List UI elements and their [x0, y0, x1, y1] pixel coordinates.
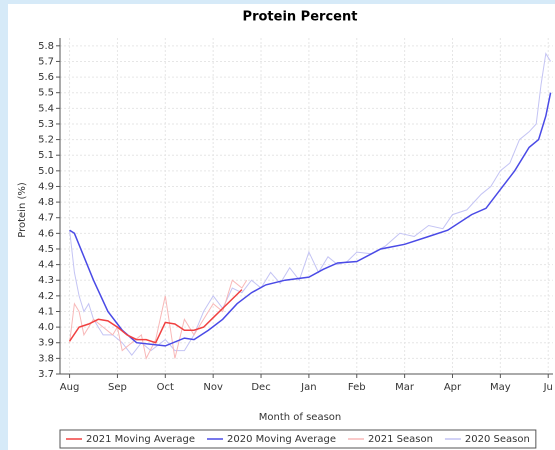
x-tick-label: Dec — [251, 382, 270, 393]
y-axis-label: Protein (%) — [17, 182, 28, 238]
y-tick-label: 4.4 — [38, 260, 54, 271]
y-tick-label: 5.6 — [38, 72, 54, 83]
x-tick-label: Jan — [300, 382, 316, 393]
y-tick-label: 4.2 — [38, 291, 54, 302]
y-tick-label: 4.1 — [38, 306, 54, 317]
x-axis-label: Month of season — [259, 412, 342, 423]
y-tick-label: 5.4 — [38, 103, 54, 114]
y-tick-label: 3.9 — [38, 338, 54, 349]
x-tick-label: Mar — [395, 382, 415, 393]
x-tick-label: Nov — [203, 382, 223, 393]
y-tick-label: 5.2 — [38, 135, 54, 146]
y-tick-label: 4.5 — [38, 244, 54, 255]
x-tick-label: Aug — [60, 382, 80, 393]
x-tick-label: Oct — [157, 382, 174, 393]
y-tick-label: 5.0 — [38, 166, 54, 177]
x-tick-label: Sep — [108, 382, 127, 393]
y-tick-label: 4.7 — [38, 213, 54, 224]
y-tick-label: 5.8 — [38, 41, 54, 52]
legend-box — [59, 429, 537, 449]
legend-label: 2020 Moving Average — [227, 434, 336, 445]
y-tick-label: 4.8 — [38, 197, 54, 208]
x-tick-label: May — [490, 382, 511, 393]
chart-title: Protein Percent — [243, 10, 358, 25]
y-tick-label: 4.0 — [38, 322, 54, 333]
y-tick-label: 4.6 — [38, 228, 54, 239]
y-tick-label: 5.5 — [38, 88, 54, 99]
x-tick-label: Ju — [543, 382, 553, 393]
y-tick-label: 4.9 — [38, 181, 54, 192]
panel — [8, 4, 555, 450]
legend: 2021 Moving Average 2020 Moving Average 20… — [59, 429, 537, 449]
y-tick-label: 3.7 — [38, 369, 54, 380]
series-line — [69, 92, 552, 347]
legend-label: 2021 Season — [368, 434, 433, 445]
x-tick-label: Feb — [348, 382, 366, 393]
legend-label: 2020 Season — [465, 434, 530, 445]
legend-label: 2021 Moving Average — [86, 434, 195, 445]
y-tick-label: 3.8 — [38, 353, 54, 364]
x-tick-label: Apr — [444, 382, 462, 393]
series-line — [68, 289, 243, 344]
y-tick-label: 5.1 — [38, 150, 54, 161]
y-tick-label: 4.3 — [38, 275, 54, 286]
series-line — [69, 52, 552, 357]
y-tick-label: 5.3 — [38, 119, 54, 130]
y-tick-label: 5.7 — [38, 56, 54, 67]
